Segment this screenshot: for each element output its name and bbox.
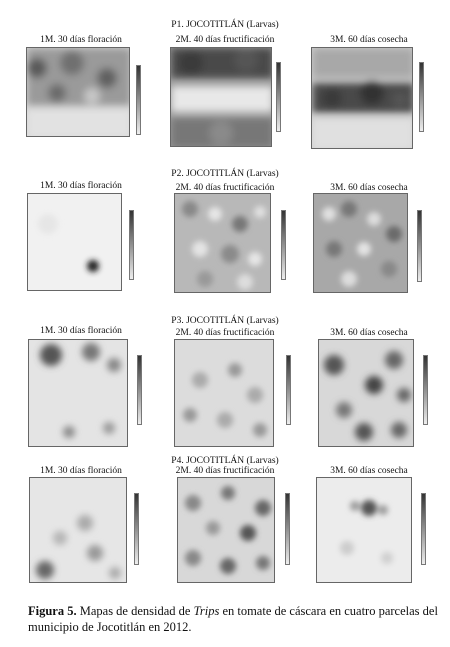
p1-density-map-3 (311, 47, 413, 149)
p4-colorbar-1 (134, 493, 139, 565)
p4-map-2-title: 2M. 40 días fructificación (175, 466, 275, 476)
p4-colorbar-2 (285, 493, 290, 565)
caption-text-before: Mapas de densidad de (76, 604, 194, 618)
p2-colorbar-2 (281, 210, 286, 280)
figure-label: Figura 5. (28, 604, 77, 618)
p3-map-1-title: 1M. 30 días floración (40, 326, 122, 336)
parcel-1-title: P1. JOCOTITLÁN (Larvas) (171, 20, 279, 30)
figure-caption: Figura 5. Mapas de densidad de Trips en … (28, 603, 440, 635)
p2-colorbar-1 (129, 210, 134, 280)
p1-map-2-title: 2M. 40 días fructificación (175, 35, 275, 45)
p4-map-1-title: 1M. 30 días floración (40, 466, 122, 476)
p1-density-map-2 (170, 47, 272, 147)
p3-density-map-2 (174, 339, 274, 447)
p2-map-2-title: 2M. 40 días fructificación (175, 183, 275, 193)
p2-map-1-title: 1M. 30 días floración (40, 181, 122, 191)
p1-map-3-title: 3M. 60 días cosecha (330, 35, 408, 45)
p3-density-map-1 (28, 339, 128, 447)
p4-density-map-3 (316, 477, 412, 583)
p3-colorbar-1 (137, 355, 142, 425)
p2-colorbar-3 (417, 210, 422, 282)
p4-colorbar-3 (421, 493, 426, 565)
p3-colorbar-3 (423, 355, 428, 425)
p1-colorbar-1 (136, 65, 141, 135)
p3-map-2-title: 2M. 40 días fructificación (175, 328, 275, 338)
caption-text-after: en tomate de cáscara en cuatro parcelas … (28, 604, 438, 634)
p4-map-3-title: 3M. 60 días cosecha (330, 466, 408, 476)
p3-colorbar-2 (286, 355, 291, 425)
p2-density-map-2 (174, 193, 271, 293)
p1-density-map-1 (26, 47, 130, 137)
p2-map-3-title: 3M. 60 días cosecha (330, 183, 408, 193)
p4-density-map-2 (177, 477, 275, 583)
parcel-3-title: P3. JOCOTITLÁN (Larvas) (171, 316, 279, 326)
parcel-4-title: P4. JOCOTITLÁN (Larvas) (171, 456, 279, 466)
p2-density-map-1 (27, 193, 122, 291)
parcel-2-title: P2. JOCOTITLÁN (Larvas) (171, 169, 279, 179)
p1-colorbar-3 (419, 62, 424, 132)
p1-colorbar-2 (276, 62, 281, 132)
caption-italic-term: Trips (193, 604, 220, 618)
p3-density-map-3 (318, 339, 414, 447)
p4-density-map-1 (29, 477, 127, 583)
p1-map-1-title: 1M. 30 días floración (40, 35, 122, 45)
p3-map-3-title: 3M. 60 días cosecha (330, 328, 408, 338)
p2-density-map-3 (313, 193, 408, 293)
